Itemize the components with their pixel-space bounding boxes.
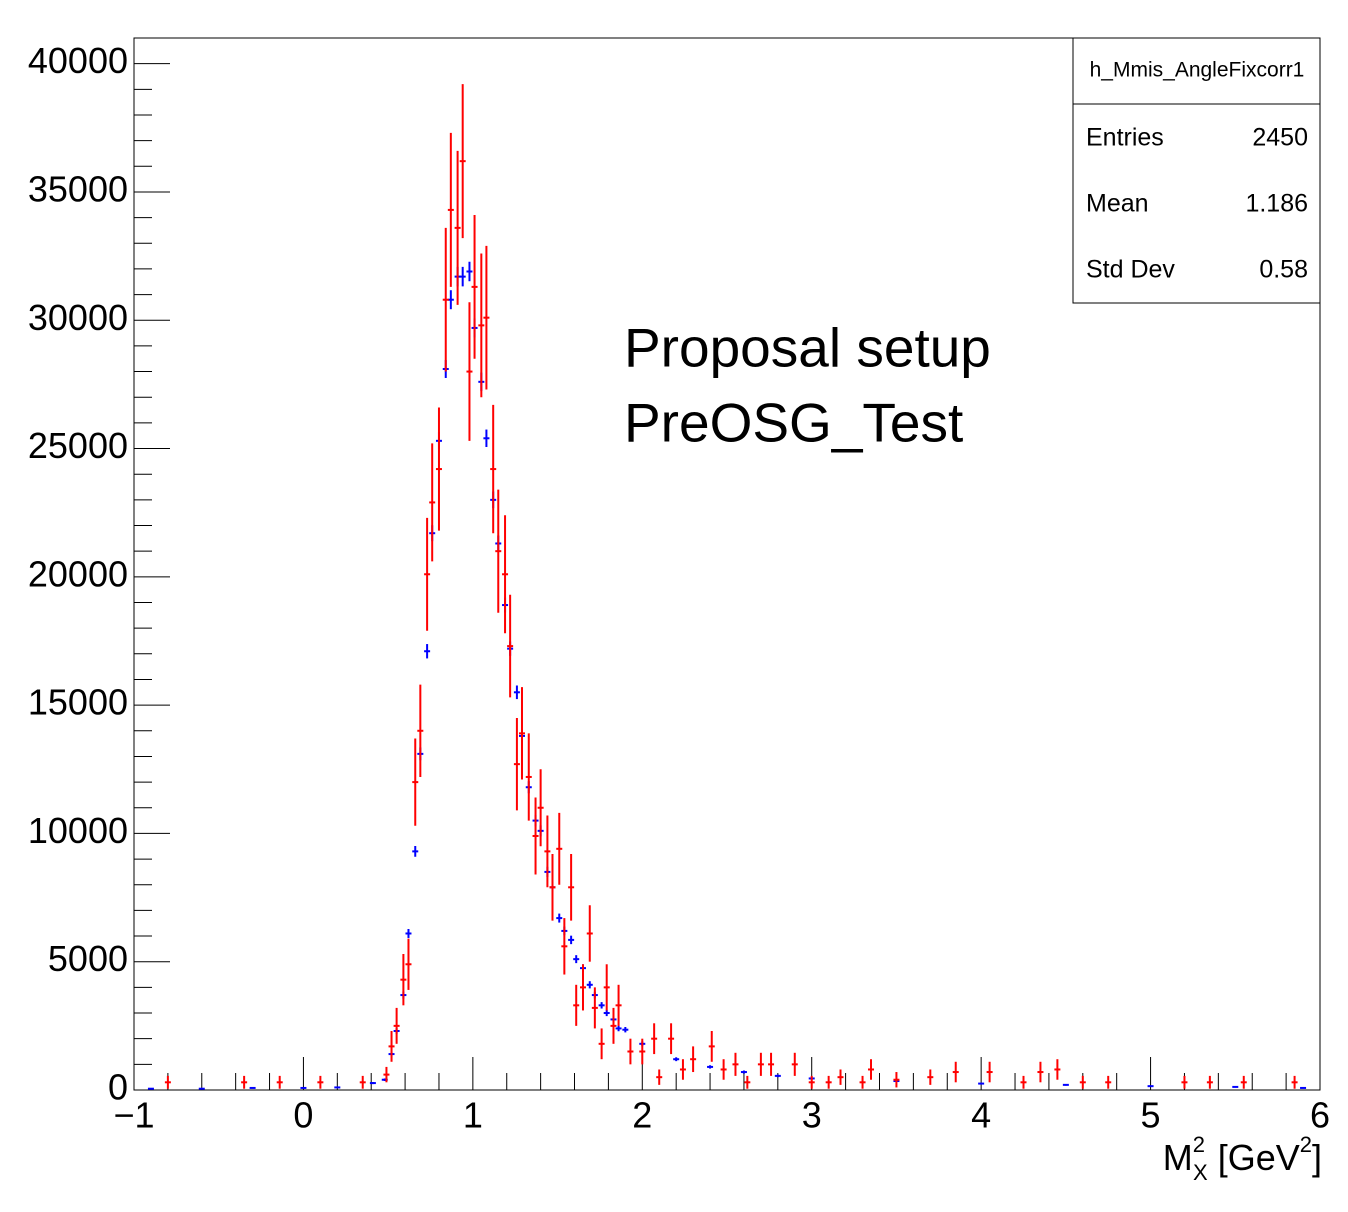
x-tick-label: 2 xyxy=(632,1095,652,1136)
x-tick-label: 4 xyxy=(971,1095,991,1136)
y-tick-label: 35000 xyxy=(28,168,128,209)
x-tick-label: 0 xyxy=(293,1095,313,1136)
frame xyxy=(133,37,1321,1091)
y-tick-label: 40000 xyxy=(28,40,128,81)
series xyxy=(164,84,1298,1089)
x-tick-label: 6 xyxy=(1310,1095,1330,1136)
stats-title: h_Mmis_AngleFixcorr1 xyxy=(1090,59,1305,82)
x-tick-label: −1 xyxy=(113,1095,154,1136)
stats-box: h_Mmis_AngleFixcorr1 Entries 2450 Mean 1… xyxy=(1072,37,1321,304)
stats-value: 1.186 xyxy=(1245,190,1308,218)
legend-entry: PreOSG_Test xyxy=(624,392,963,454)
legend-entry: Proposal setup xyxy=(624,317,991,379)
x-label-close: ] xyxy=(1312,1137,1322,1178)
y-tick-label: 15000 xyxy=(28,682,128,723)
y-tick-label: 10000 xyxy=(28,810,128,851)
x-label-sup: 2 xyxy=(1193,1132,1205,1157)
y-tick-label: 5000 xyxy=(48,938,128,979)
x-label-base: M xyxy=(1163,1137,1193,1178)
y-tick-label: 20000 xyxy=(28,553,128,594)
x-axis-label: M2 X [GeV2] xyxy=(1163,1132,1322,1185)
y-tick-label: 25000 xyxy=(28,425,128,466)
stats-value: 2450 xyxy=(1252,124,1308,152)
x-label-sub: X xyxy=(1193,1160,1208,1185)
x-tick-label: 3 xyxy=(802,1095,822,1136)
stats-label: Mean xyxy=(1086,190,1149,218)
x-label-unit-sup: 2 xyxy=(1300,1132,1312,1157)
stats-value: 0.58 xyxy=(1259,256,1308,284)
stats-frame xyxy=(1072,37,1321,304)
y-tick-label: 0 xyxy=(108,1067,128,1108)
stats-label: Entries xyxy=(1086,124,1164,152)
y-tick-label: 30000 xyxy=(28,297,128,338)
stats-label: Std Dev xyxy=(1086,256,1175,284)
x-tick-label: 1 xyxy=(463,1095,483,1136)
x-label-unit: [GeV xyxy=(1218,1137,1300,1178)
x-tick-label: 5 xyxy=(1141,1095,1161,1136)
